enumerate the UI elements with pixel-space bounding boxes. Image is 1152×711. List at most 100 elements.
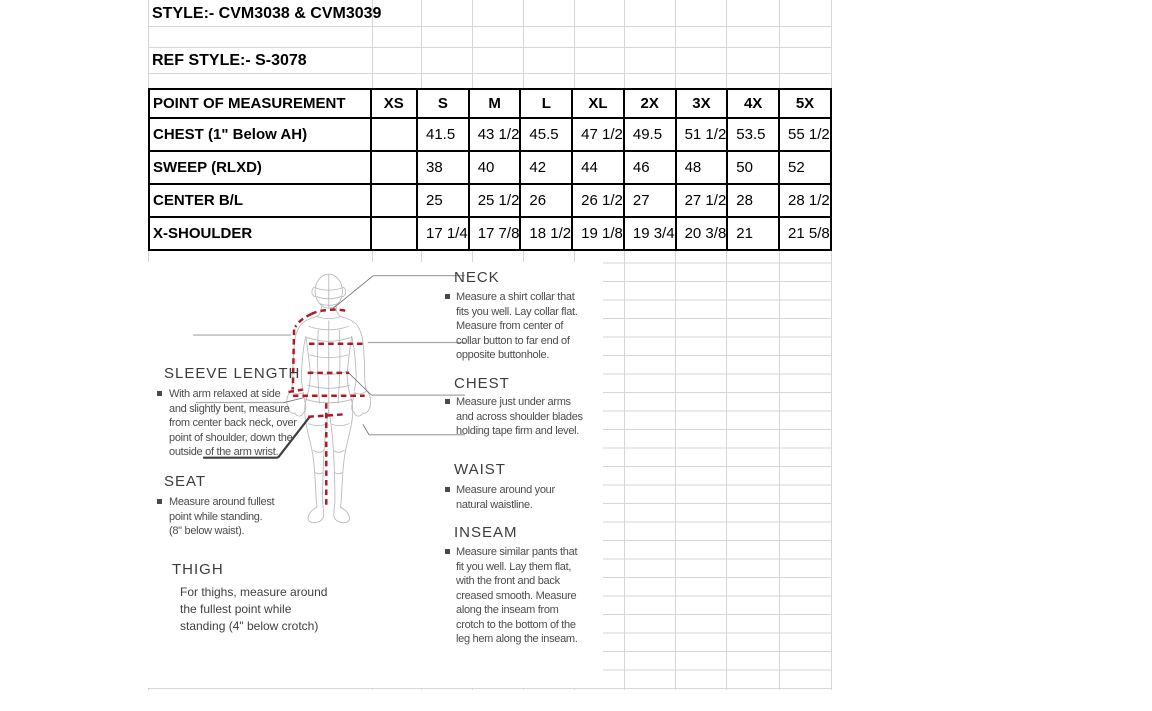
waist-leader-line (348, 373, 372, 396)
instruction-line: For thighs, measure around (180, 585, 328, 599)
ref-style-label: REF STYLE:- S-3078 (152, 52, 307, 69)
measurement-value: 21 (726, 216, 780, 251)
measurement-value: 48 (674, 150, 729, 185)
thigh-rule-and-leader (203, 415, 312, 459)
measurement-value (369, 216, 418, 251)
measurement-value: 27 (622, 183, 677, 218)
instruction-line: outside of the arm wrist. (169, 446, 279, 458)
measurement-dashed-lines (288, 308, 366, 507)
measurement-value: 45.5 (519, 117, 574, 152)
measurement-label: CENTER B/L (148, 183, 372, 218)
inseam-leader-line (362, 424, 370, 435)
neck-instructions: Measure a shirt collar that fits you wel… (456, 290, 578, 363)
instruction-line: Measure from center of (456, 320, 564, 332)
leader-lines (284, 275, 374, 435)
table-row-x-shoulder: X-SHOULDER 17 1/4 17 7/8 18 1/2 19 1/8 1… (148, 216, 832, 251)
measurement-value: 17 7/8 (467, 216, 522, 251)
measurement-label: SWEEP (RLXD) (148, 150, 372, 185)
measurement-value: 47 1/2 (571, 117, 625, 152)
thigh-title: THIGH (172, 561, 224, 578)
measurement-value: 20 3/8 (674, 216, 729, 251)
measurement-value: 26 1/2 (571, 183, 625, 218)
shoulder-measure-line (294, 312, 312, 328)
seat-title: SEAT (164, 473, 207, 490)
measurement-value: 18 1/2 (519, 216, 574, 251)
size-header: S (415, 88, 470, 119)
measurement-value: 51 1/2 (674, 117, 729, 152)
measurement-value: 41.5 (415, 117, 470, 152)
measurement-value: 52 (778, 150, 832, 185)
bullet-icon (445, 549, 450, 554)
instruction-line: leg hem along the inseam. (456, 633, 578, 645)
bullet-icon (157, 499, 162, 504)
measurement-value: 27 1/2 (674, 183, 729, 218)
measurement-value: 26 (519, 183, 574, 218)
measurement-value: 50 (726, 150, 780, 185)
measurement-label: X-SHOULDER (148, 216, 372, 251)
instruction-line: from center back neck, over (169, 417, 297, 429)
bullet-icon (445, 399, 450, 404)
wrist-measure-line (288, 388, 303, 394)
inseam-title: INSEAM (454, 524, 518, 541)
measurement-value: 19 1/8 (571, 216, 625, 251)
seat-leader-line (284, 397, 305, 403)
instruction-line: the fullest point while (180, 602, 292, 616)
measurement-value: 40 (467, 150, 522, 185)
size-header: 5X (778, 88, 832, 119)
sleeve-length-instructions: With arm relaxed at side and slightly be… (169, 387, 297, 460)
table-header-row: POINT OF MEASUREMENT XS S M L XL 2X 3X 4… (148, 88, 832, 119)
bullet-icon (445, 294, 450, 299)
measurement-value: 42 (519, 150, 574, 185)
instruction-line: collar button to far end of (456, 334, 570, 347)
measurement-value: 44 (571, 150, 625, 185)
table-row-chest: CHEST (1" Below AH) 41.5 43 1/2 45.5 47 … (148, 117, 832, 152)
measurement-value: 43 1/2 (467, 117, 522, 152)
measurement-value: 25 1/2 (467, 183, 522, 218)
measurement-value (369, 150, 418, 185)
size-header: XS (369, 88, 418, 119)
instruction-line: With arm relaxed at side (169, 388, 281, 400)
measurement-value: 49.5 (622, 117, 677, 152)
measurement-value: 21 5/8 (778, 216, 832, 251)
measurement-value: 55 1/2 (778, 117, 832, 152)
neck-leader-line (329, 275, 374, 312)
thigh-instructions: For thighs, measure around the fullest p… (180, 584, 327, 635)
instruction-line: Measure a shirt collar that (456, 291, 575, 303)
instruction-line: and slightly bent, measure (169, 402, 290, 415)
instruction-line: creased smooth. Measure (456, 589, 577, 602)
instruction-line: with the front and back (456, 575, 560, 587)
measurement-value: 17 1/4 (415, 216, 470, 251)
measurement-label: CHEST (1" Below AH) (148, 117, 372, 152)
instruction-line: Measure around fullest (169, 496, 275, 508)
thigh-measure-line (308, 413, 345, 419)
size-header: L (519, 88, 574, 119)
table-row-center-bl: CENTER B/L 25 25 1/2 26 26 1/2 27 27 1/2… (148, 183, 832, 218)
thigh-leader-line (277, 415, 312, 459)
measurement-value: 28 1/2 (778, 183, 832, 218)
instruction-line: fit you well. Lay them flat, (456, 560, 572, 573)
sleeve-length-title: SLEEVE LENGTH (164, 365, 301, 382)
instruction-line: holding tape firm and level. (456, 425, 580, 437)
measurement-value: 25 (415, 183, 470, 218)
size-header: M (467, 88, 522, 119)
grid-horizontal-lines-top (148, 0, 832, 90)
inseam-instructions: Measure similar pants that fit you well.… (456, 545, 578, 647)
instruction-line: fits you well. Lay collar flat. (456, 305, 578, 318)
instruction-line: crotch to the bottom of the (456, 618, 576, 631)
instruction-line: Measure just under arms (456, 396, 571, 408)
instruction-line: (8" below waist). (169, 525, 245, 537)
bullet-icon (157, 391, 162, 396)
corner-header-cell: POINT OF MEASUREMENT (148, 88, 372, 119)
size-header: 2X (622, 88, 677, 119)
measurement-value: 38 (415, 150, 470, 185)
measurement-table: POINT OF MEASUREMENT XS S M L XL 2X 3X 4… (148, 88, 832, 251)
instruction-line: point of shoulder, down the (169, 431, 293, 444)
size-header: XL (571, 88, 625, 119)
measurement-value: 53.5 (726, 117, 780, 152)
how-to-measure-diagram: NECK Measure a shirt collar that fits yo… (148, 262, 603, 688)
instruction-line: opposite buttonhole. (456, 349, 550, 361)
instruction-line: point while standing. (169, 510, 263, 523)
heading-rules (193, 275, 465, 436)
measurement-value (369, 183, 418, 218)
